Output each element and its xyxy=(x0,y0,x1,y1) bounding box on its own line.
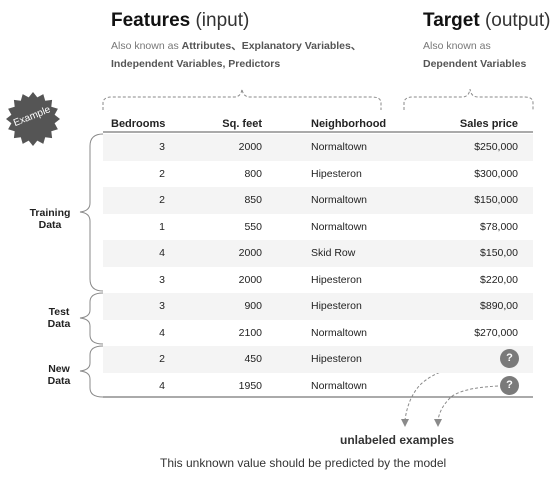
target-description: Also known as Dependent Variables xyxy=(423,37,526,73)
table-row: 3 900 Hipesteron $890,00 xyxy=(103,293,533,320)
cell-bedrooms: 4 xyxy=(159,247,165,259)
cell-bedrooms: 4 xyxy=(159,379,165,392)
target-desc-line1: Also known as xyxy=(423,40,491,52)
cell-sales-price: $150,00 xyxy=(480,247,518,259)
features-title-bold: Features xyxy=(111,10,191,31)
cell-sqfeet: 550 xyxy=(244,220,262,233)
cell-sqfeet: 2000 xyxy=(238,141,262,153)
cell-sqfeet: 800 xyxy=(244,167,262,180)
group-label-test-line1: Test xyxy=(48,306,70,318)
cell-neighborhood: Normaltown xyxy=(311,141,368,153)
new-data-bracket xyxy=(79,345,104,398)
cell-bedrooms: 3 xyxy=(159,273,165,286)
cell-sqfeet: 2100 xyxy=(238,326,262,339)
cell-bedrooms: 2 xyxy=(159,167,165,180)
cell-sales-price: $270,000 xyxy=(474,326,518,339)
cell-bedrooms: 3 xyxy=(159,141,165,153)
col-header-bedrooms: Bedrooms xyxy=(111,118,166,130)
table-row: 2 850 Normaltown $150,000 xyxy=(103,187,533,214)
target-desc-line2: Dependent Variables xyxy=(423,55,526,73)
cell-sales-price: $78,000 xyxy=(480,220,518,233)
features-brace xyxy=(102,88,382,110)
cell-bedrooms: 3 xyxy=(159,300,165,312)
group-label-training: Training Data xyxy=(20,207,80,231)
features-desc-terms1: Attributes、Explanatory Variables、 xyxy=(181,40,362,52)
cell-sales-price: $250,000 xyxy=(474,141,518,153)
table-row: 3 2000 Normaltown $250,000 xyxy=(103,134,533,161)
col-header-neighborhood: Neighborhood xyxy=(311,118,387,130)
table-row: 4 1950 Normaltown? xyxy=(103,373,533,400)
unlabeled-examples-label: unlabeled examples xyxy=(340,433,455,447)
target-brace xyxy=(403,88,534,110)
cell-neighborhood: Skid Row xyxy=(311,247,356,259)
training-bracket xyxy=(79,133,104,292)
target-title: Target (output) xyxy=(423,10,550,32)
table-row: 3 2000 Hipesteron $220,00 xyxy=(103,267,533,294)
example-badge: Example xyxy=(6,92,60,146)
group-label-new-line2: Data xyxy=(47,375,71,387)
unknown-arrowhead-1 xyxy=(401,419,409,427)
cell-sqfeet: 1950 xyxy=(238,379,262,392)
table-row: 2 800 Hipesteron $300,000 xyxy=(103,161,533,188)
col-header-sales-price: Sales price xyxy=(459,118,518,130)
unknown-arrowhead-2 xyxy=(434,419,442,427)
table-row: 1 550 Normaltown $78,000 xyxy=(103,214,533,241)
group-label-test: Test Data xyxy=(29,306,89,330)
group-label-test-line2: Data xyxy=(47,318,71,330)
features-title: Features (input) xyxy=(111,10,249,32)
target-title-paren: (output) xyxy=(484,10,551,31)
cell-sales-price: $890,00 xyxy=(480,300,518,312)
cell-neighborhood: Normaltown xyxy=(311,379,368,392)
cell-sqfeet: 900 xyxy=(244,300,262,312)
cell-sales-price: $220,00 xyxy=(480,273,518,286)
features-desc-line1: Also known as Attributes、Explanatory Var… xyxy=(111,37,361,55)
cell-sqfeet: 2000 xyxy=(238,273,262,286)
unknown-price-badge: ? xyxy=(500,349,519,368)
target-title-bold: Target xyxy=(423,10,480,31)
cell-neighborhood: Normaltown xyxy=(311,326,368,339)
table-row: 2 450 Hipesteron? xyxy=(103,346,533,373)
target-desc-terms: Dependent Variables xyxy=(423,58,527,70)
features-desc-terms2: Independent Variables, Predictors xyxy=(111,58,281,70)
cell-bedrooms: 4 xyxy=(159,326,165,339)
example-badge-shape xyxy=(6,92,60,146)
cell-neighborhood: Normaltown xyxy=(311,220,368,233)
cell-neighborhood: Hipesteron xyxy=(311,353,362,365)
prediction-note: This unknown value should be predicted b… xyxy=(160,456,447,470)
cell-bedrooms: 2 xyxy=(159,353,165,365)
group-label-training-line2: Data xyxy=(38,219,62,231)
cell-sales-price: $300,000 xyxy=(474,167,518,180)
col-header-sqfeet: Sq. feet xyxy=(222,118,262,130)
cell-neighborhood: Hipesteron xyxy=(311,300,362,312)
table-row: 4 2100 Normaltown $270,000 xyxy=(103,320,533,347)
features-description: Also known as Attributes、Explanatory Var… xyxy=(111,37,361,73)
cell-neighborhood: Hipesteron xyxy=(311,273,362,286)
cell-sales-price: $150,000 xyxy=(474,194,518,206)
cell-sqfeet: 450 xyxy=(244,353,262,365)
group-label-training-line1: Training xyxy=(29,207,71,219)
cell-bedrooms: 1 xyxy=(159,220,165,233)
cell-neighborhood: Hipesteron xyxy=(311,167,362,180)
cell-bedrooms: 2 xyxy=(159,194,165,206)
features-desc-line2: Independent Variables, Predictors xyxy=(111,55,361,73)
unknown-price-badge: ? xyxy=(500,375,519,395)
features-desc-prefix: Also known as xyxy=(111,40,179,52)
cell-sqfeet: 850 xyxy=(244,194,262,206)
cell-sqfeet: 2000 xyxy=(238,247,262,259)
unknown-arrow-2 xyxy=(437,385,499,421)
cell-neighborhood: Normaltown xyxy=(311,194,368,206)
features-title-paren: (input) xyxy=(195,10,250,31)
group-label-new-line1: New xyxy=(48,363,70,375)
table-row: 4 2000 Skid Row $150,00 xyxy=(103,240,533,267)
group-label-new: New Data xyxy=(29,363,89,387)
test-bracket xyxy=(79,292,104,345)
